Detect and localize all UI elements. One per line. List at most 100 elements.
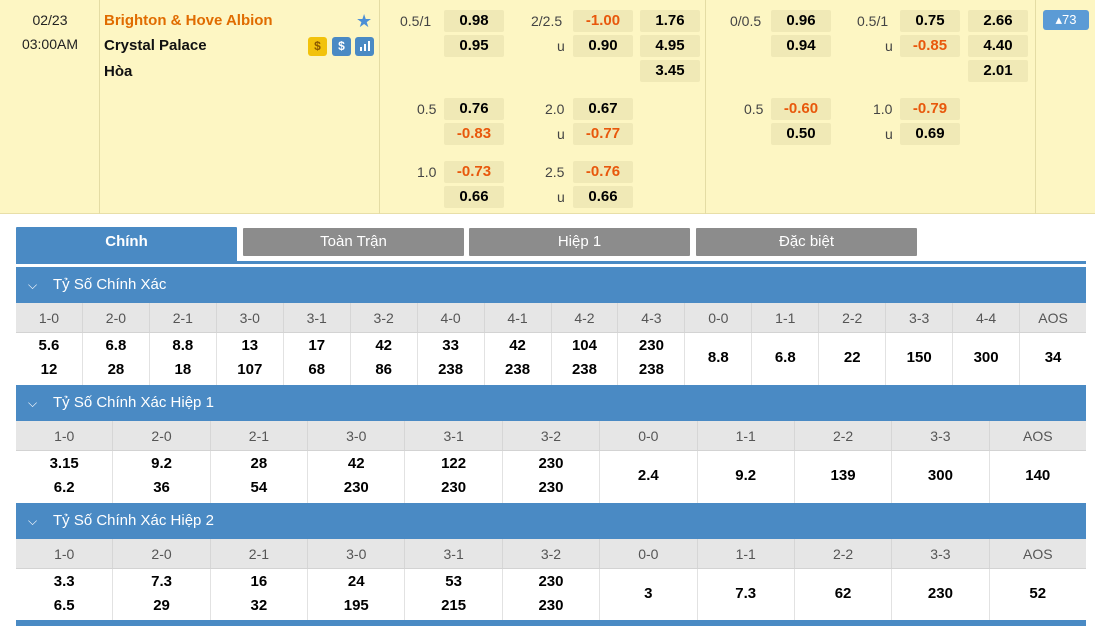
odds-value[interactable]: 18 bbox=[174, 361, 192, 378]
score-odds-cell[interactable]: 9.2 bbox=[698, 451, 795, 503]
odds-value[interactable]: 2.4 bbox=[637, 467, 659, 484]
odds-value[interactable]: 32 bbox=[250, 597, 268, 614]
odds-cell[interactable]: 0.96 bbox=[771, 10, 831, 32]
odds-1x2-draw[interactable]: 2.01 bbox=[968, 60, 1028, 82]
odds-value[interactable]: 6.8 bbox=[774, 349, 796, 366]
odds-value[interactable]: 150 bbox=[906, 349, 932, 366]
score-odds-cell[interactable]: 3 bbox=[600, 569, 698, 621]
odds-value[interactable]: 62 bbox=[834, 585, 852, 602]
score-odds-cell[interactable]: 42 86 bbox=[351, 333, 418, 385]
favorite-star-icon[interactable]: ★ bbox=[356, 11, 373, 31]
odds-cell[interactable]: -0.73 bbox=[444, 161, 504, 183]
dollar-icon[interactable]: $ bbox=[332, 37, 351, 56]
section-header[interactable]: ⌵ Tỷ Số Chính Xác Hiệp 1 bbox=[16, 385, 1086, 421]
score-odds-cell[interactable]: 42 230 bbox=[308, 451, 406, 503]
odds-value[interactable]: 7.3 bbox=[151, 573, 172, 590]
odds-cell[interactable]: -0.79 bbox=[900, 98, 960, 120]
score-odds-cell[interactable]: 53 215 bbox=[405, 569, 503, 621]
odds-value[interactable]: 6.2 bbox=[53, 479, 75, 496]
section-header[interactable]: ⌵ Tỷ Số Chính Xác bbox=[16, 267, 1086, 303]
score-odds-cell[interactable]: 3.3 6.5 bbox=[16, 569, 114, 621]
coin-icon[interactable]: $ bbox=[308, 37, 327, 56]
odds-value[interactable]: 16 bbox=[250, 573, 268, 590]
score-odds-cell[interactable]: 8.8 18 bbox=[150, 333, 217, 385]
score-odds-cell[interactable]: 9.2 36 bbox=[113, 451, 211, 503]
score-odds-cell[interactable]: 300 bbox=[892, 451, 990, 503]
odds-value[interactable]: 107 bbox=[237, 361, 263, 378]
odds-cell[interactable]: 0.50 bbox=[771, 123, 831, 145]
score-odds-cell[interactable]: 104 238 bbox=[552, 333, 619, 385]
score-odds-cell[interactable]: 13 107 bbox=[217, 333, 284, 385]
stats-icon[interactable] bbox=[355, 37, 374, 56]
tab-toan-tran[interactable]: Toàn Trận bbox=[243, 228, 464, 256]
odds-value[interactable]: 5.6 bbox=[38, 337, 60, 354]
odds-1x2-home[interactable]: 1.76 bbox=[640, 10, 700, 32]
odds-value[interactable]: 6.8 bbox=[105, 337, 127, 354]
odds-value[interactable]: 42 bbox=[375, 337, 392, 354]
odds-value[interactable]: 53 bbox=[445, 573, 462, 590]
odds-value[interactable]: 195 bbox=[343, 597, 369, 614]
odds-1x2-away[interactable]: 4.95 bbox=[640, 35, 700, 57]
score-odds-cell[interactable]: 230 230 bbox=[503, 569, 601, 621]
odds-value[interactable]: 9.2 bbox=[735, 467, 757, 484]
odds-value[interactable]: 300 bbox=[973, 349, 999, 366]
odds-value[interactable]: 29 bbox=[153, 597, 170, 614]
odds-cell[interactable]: -0.60 bbox=[771, 98, 831, 120]
score-odds-cell[interactable]: 140 bbox=[990, 451, 1086, 503]
score-odds-cell[interactable]: 230 238 bbox=[618, 333, 686, 385]
odds-value[interactable]: 9.2 bbox=[151, 455, 172, 472]
odds-value[interactable]: 104 bbox=[571, 337, 597, 354]
odds-cell[interactable]: -1.00 bbox=[573, 10, 633, 32]
score-odds-cell[interactable]: 122 230 bbox=[405, 451, 503, 503]
odds-value[interactable]: 238 bbox=[438, 361, 464, 378]
odds-value[interactable]: 215 bbox=[441, 597, 467, 614]
odds-value[interactable]: 17 bbox=[308, 337, 326, 354]
odds-value[interactable]: 24 bbox=[347, 573, 365, 590]
odds-value[interactable]: 3.3 bbox=[53, 573, 75, 590]
odds-cell[interactable]: 0.67 bbox=[573, 98, 633, 120]
odds-value[interactable]: 52 bbox=[1029, 585, 1047, 602]
score-odds-cell[interactable]: 6.8 28 bbox=[83, 333, 150, 385]
odds-value[interactable]: 3 bbox=[644, 585, 653, 602]
odds-cell[interactable]: 0.90 bbox=[573, 35, 633, 57]
odds-value[interactable]: 33 bbox=[442, 337, 459, 354]
odds-cell[interactable]: -0.85 bbox=[900, 35, 960, 57]
odds-value[interactable]: 230 bbox=[538, 597, 564, 614]
more-markets-button[interactable]: ▴73 bbox=[1043, 10, 1089, 30]
odds-cell[interactable]: 0.76 bbox=[444, 98, 504, 120]
odds-value[interactable]: 238 bbox=[571, 361, 597, 378]
score-odds-cell[interactable]: 33 238 bbox=[418, 333, 485, 385]
odds-value[interactable]: 140 bbox=[1025, 467, 1051, 484]
chevron-down-icon[interactable]: ⌵ bbox=[28, 278, 38, 292]
odds-value[interactable]: 36 bbox=[153, 479, 170, 496]
score-odds-cell[interactable]: 230 230 bbox=[503, 451, 601, 503]
score-odds-cell[interactable]: 230 bbox=[892, 569, 990, 621]
odds-value[interactable]: 28 bbox=[107, 361, 125, 378]
tab-dac-biet[interactable]: Đặc biệt bbox=[696, 228, 917, 256]
home-team[interactable]: Brighton & Hove Albion bbox=[104, 12, 273, 29]
odds-value[interactable]: 122 bbox=[441, 455, 467, 472]
odds-value[interactable]: 6.5 bbox=[53, 597, 75, 614]
chevron-down-icon[interactable]: ⌵ bbox=[28, 514, 38, 528]
odds-value[interactable]: 12 bbox=[40, 361, 58, 378]
odds-value[interactable]: 54 bbox=[250, 479, 268, 496]
odds-value[interactable]: 22 bbox=[843, 349, 861, 366]
score-odds-cell[interactable]: 300 bbox=[953, 333, 1021, 385]
odds-value[interactable]: 86 bbox=[375, 361, 392, 378]
score-odds-cell[interactable]: 8.8 bbox=[685, 333, 753, 385]
odds-value[interactable]: 230 bbox=[441, 479, 467, 496]
odds-value[interactable]: 230 bbox=[927, 585, 953, 602]
odds-1x2-draw[interactable]: 3.45 bbox=[640, 60, 700, 82]
score-odds-cell[interactable]: 7.3 bbox=[698, 569, 795, 621]
score-odds-cell[interactable]: 34 bbox=[1020, 333, 1086, 385]
odds-value[interactable]: 3.15 bbox=[49, 455, 79, 472]
score-odds-cell[interactable]: 139 bbox=[795, 451, 893, 503]
score-odds-cell[interactable]: 150 bbox=[886, 333, 954, 385]
odds-value[interactable]: 68 bbox=[308, 361, 326, 378]
odds-value[interactable]: 7.3 bbox=[735, 585, 757, 602]
odds-value[interactable]: 8.8 bbox=[707, 349, 729, 366]
odds-cell[interactable]: -0.76 bbox=[573, 161, 633, 183]
odds-value[interactable]: 230 bbox=[538, 479, 564, 496]
odds-value[interactable]: 42 bbox=[347, 455, 365, 472]
score-odds-cell[interactable]: 17 68 bbox=[284, 333, 351, 385]
